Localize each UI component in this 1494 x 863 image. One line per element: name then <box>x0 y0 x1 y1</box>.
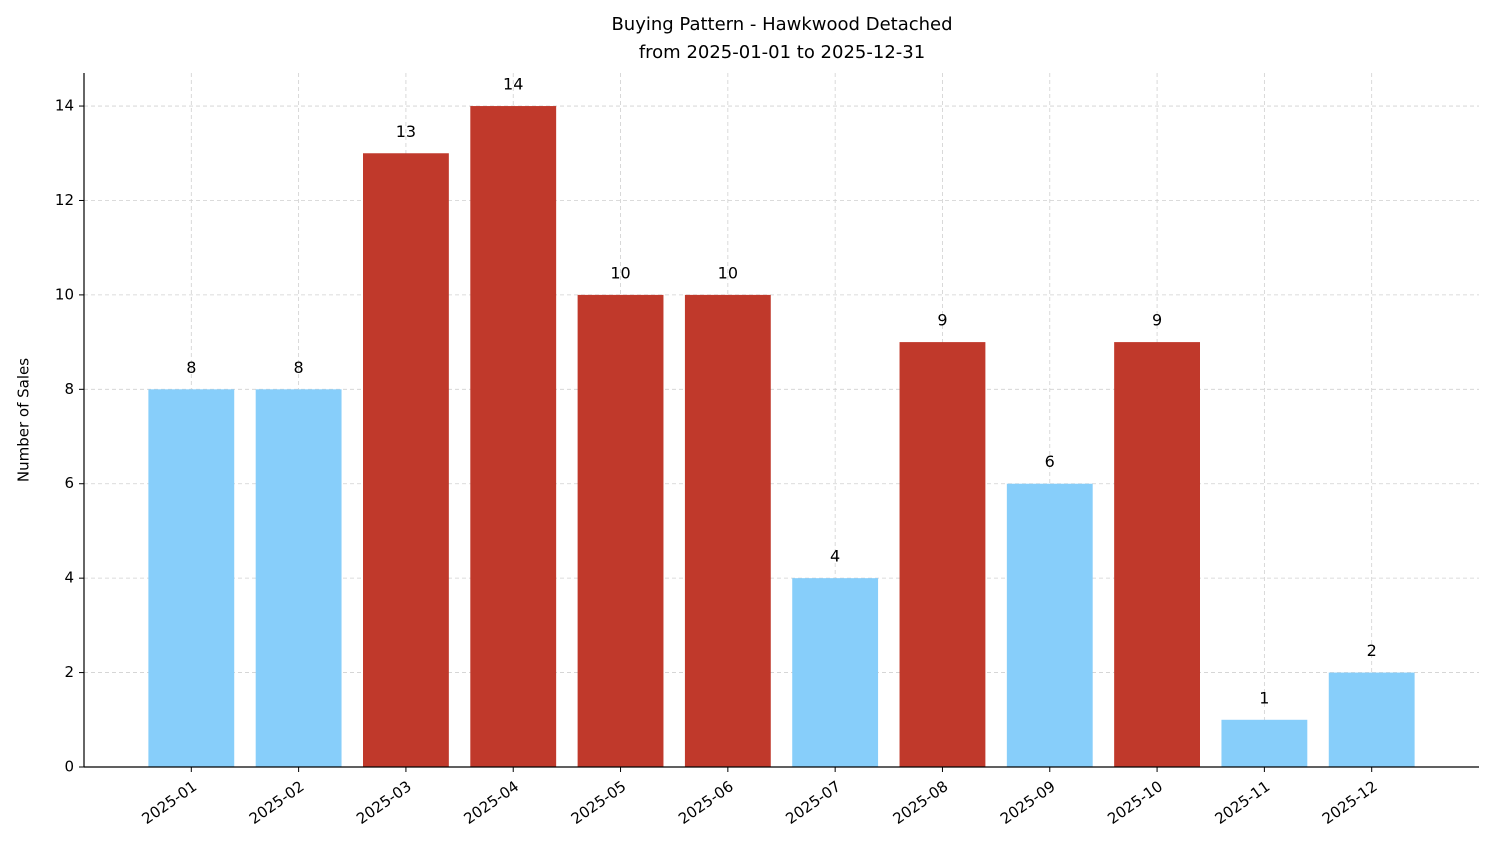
bar <box>1114 342 1200 767</box>
x-tick-label: 2025-08 <box>890 777 952 828</box>
y-tick-label: 8 <box>64 380 74 398</box>
y-tick-label: 10 <box>55 285 74 303</box>
value-label: 2 <box>1367 641 1377 660</box>
y-tick-label: 12 <box>55 191 74 209</box>
x-tick-label: 2025-11 <box>1212 777 1274 828</box>
value-label: 4 <box>830 547 840 566</box>
y-tick-label: 6 <box>64 474 74 492</box>
y-tick-label: 0 <box>64 758 74 776</box>
x-tick-label: 2025-02 <box>246 777 308 828</box>
value-label: 9 <box>1152 311 1162 330</box>
bar <box>470 106 557 768</box>
bar <box>1221 719 1308 767</box>
bar <box>899 342 986 767</box>
x-tick-label: 2025-04 <box>460 777 522 828</box>
value-label: 1 <box>1259 688 1269 707</box>
value-label: 8 <box>294 358 304 377</box>
bar <box>792 578 879 767</box>
x-tick-label: 2025-05 <box>568 777 630 828</box>
bar <box>1006 483 1093 767</box>
bar <box>148 389 235 767</box>
value-label: 10 <box>610 263 630 282</box>
x-tick-label: 2025-03 <box>353 777 415 828</box>
chart-title: Buying Pattern - Hawkwood Detached <box>611 14 952 35</box>
value-label: 10 <box>718 263 738 282</box>
x-tick-label: 2025-12 <box>1319 777 1381 828</box>
y-tick-label: 14 <box>55 97 74 115</box>
bar <box>255 389 342 767</box>
x-tick-label: 2025-10 <box>1104 777 1166 828</box>
chart-subtitle: from 2025-01-01 to 2025-12-31 <box>639 42 925 63</box>
value-label: 6 <box>1045 452 1055 471</box>
x-tick-label: 2025-01 <box>139 777 201 828</box>
x-tick-label: 2025-06 <box>675 777 737 828</box>
value-label: 9 <box>937 311 947 330</box>
bar <box>684 294 771 767</box>
bar <box>577 294 664 767</box>
y-axis-label: Number of Sales <box>15 358 33 482</box>
y-tick-label: 4 <box>64 569 74 587</box>
bar <box>363 153 449 768</box>
value-label: 13 <box>396 122 416 141</box>
y-tick-label: 2 <box>64 663 74 681</box>
x-tick-label: 2025-09 <box>997 777 1059 828</box>
value-label: 14 <box>503 75 523 94</box>
bar <box>1328 672 1415 767</box>
x-tick-label: 2025-07 <box>782 777 844 828</box>
value-label: 8 <box>186 358 196 377</box>
